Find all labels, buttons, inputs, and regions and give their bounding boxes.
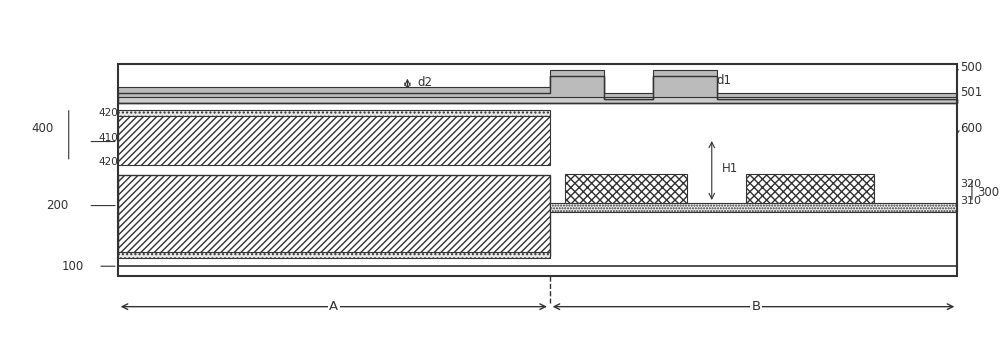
Text: 420: 420 (98, 108, 118, 118)
Text: d2: d2 (417, 76, 432, 89)
Text: H1: H1 (722, 162, 738, 175)
Text: 300: 300 (977, 186, 999, 198)
Bar (550, 203, 957, 212)
Text: 501: 501 (960, 86, 982, 99)
Text: d1: d1 (717, 74, 732, 87)
Bar (118, 64, 957, 276)
Text: B: B (751, 300, 761, 313)
Bar (118, 93, 550, 101)
Bar (118, 110, 550, 116)
Text: 320: 320 (960, 179, 981, 189)
Bar (118, 252, 550, 258)
Text: 420: 420 (98, 157, 118, 167)
Text: 600: 600 (960, 122, 982, 134)
Text: 400: 400 (32, 122, 54, 134)
Bar (565, 174, 687, 203)
Bar (118, 113, 550, 165)
Text: 410: 410 (98, 133, 118, 143)
Bar (746, 174, 874, 203)
Polygon shape (118, 70, 957, 97)
Text: 200: 200 (46, 199, 69, 212)
Text: A: A (329, 300, 338, 313)
Text: 500: 500 (960, 61, 982, 74)
Bar (118, 175, 550, 256)
Text: 100: 100 (61, 260, 83, 273)
Polygon shape (118, 76, 957, 103)
Text: 310: 310 (960, 195, 981, 206)
